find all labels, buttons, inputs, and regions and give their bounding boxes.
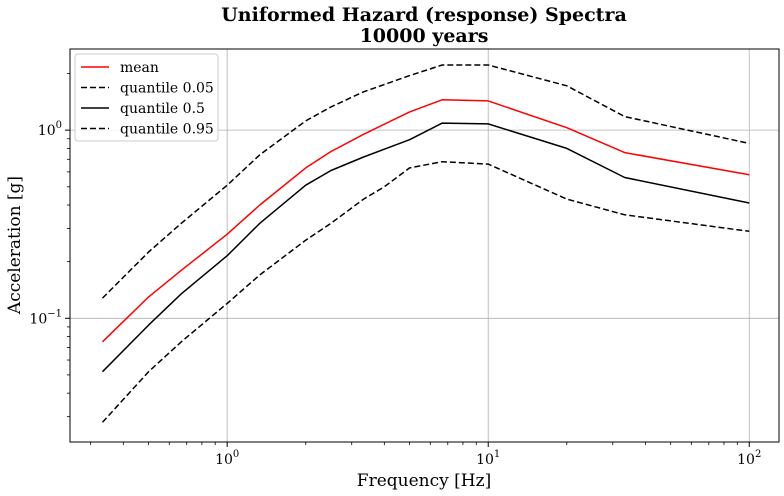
series-line-1 (101, 99, 750, 343)
legend-label-1: mean (120, 60, 159, 76)
y-tick-exponent: −1 (47, 308, 62, 319)
x-tick-base: 10 (215, 452, 233, 468)
x-tick-exponent: 0 (233, 449, 239, 460)
chart-subtitle: 10000 years (360, 25, 489, 47)
legend: mean quantile 0.05 quantile 0.5 quantile 0.… (74, 53, 219, 142)
x-tick-label: 100 (215, 449, 239, 468)
legend-label-2: quantile 0.05 (120, 81, 214, 97)
chart-title: Uniformed Hazard (response) Spectra (221, 4, 627, 26)
y-tick-label: 100 (38, 120, 62, 139)
x-axis-label: Frequency [Hz] (357, 471, 491, 491)
series-line-2 (101, 64, 750, 299)
y-tick-base: 10 (29, 311, 47, 327)
x-tick-label: 102 (737, 449, 761, 468)
plot-series (101, 64, 750, 423)
x-tick-exponent: 2 (755, 449, 761, 460)
legend-label-4: quantile 0.95 (120, 122, 214, 138)
y-tick-exponent: 0 (56, 120, 62, 131)
plot-frame (69, 48, 780, 443)
legend-box (74, 53, 219, 142)
y-tick-label: 10−1 (29, 308, 62, 327)
series-line-4 (101, 160, 750, 423)
series-line-3 (101, 122, 750, 373)
legend-label-3: quantile 0.5 (120, 101, 205, 117)
x-tick-base: 10 (737, 452, 755, 468)
x-tick-label: 101 (476, 449, 500, 468)
x-tick-exponent: 1 (494, 449, 500, 460)
y-axis-label: Acceleration [g] (5, 176, 25, 315)
x-tick-base: 10 (476, 452, 494, 468)
y-tick-base: 10 (38, 123, 56, 139)
